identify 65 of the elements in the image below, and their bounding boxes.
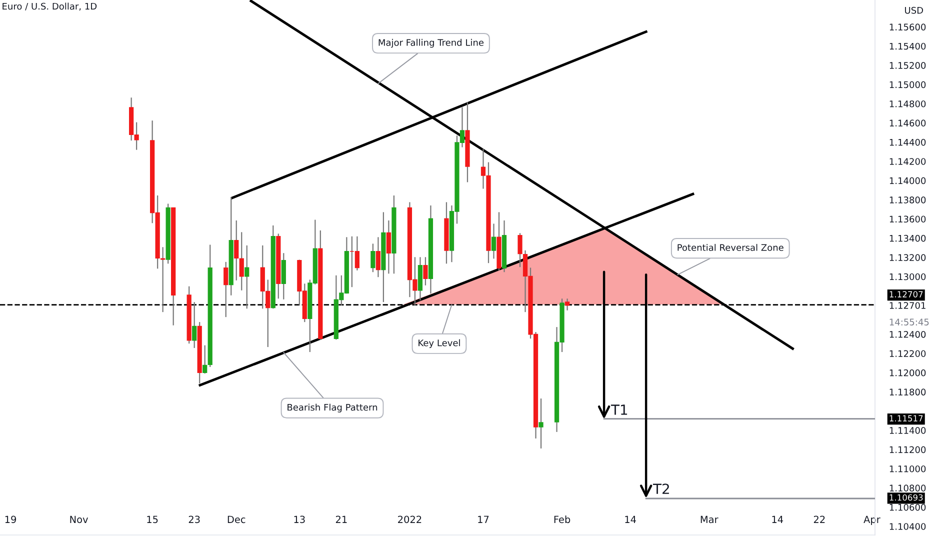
y-tick-label: 1.14000 [890, 177, 926, 184]
candlestick [281, 252, 286, 300]
candlestick [518, 232, 522, 268]
chart-title: Euro / U.S. Dollar, 1D [2, 2, 97, 11]
y-tick-label: 1.11200 [890, 446, 926, 454]
y-tick-label: 1.11000 [890, 465, 926, 472]
y-tick-label: 1.13000 [890, 273, 926, 280]
x-tick-label: 23 [188, 516, 200, 524]
y-tick-label: 1.13600 [890, 216, 926, 223]
annotation: Potential Reversal Zone [678, 244, 784, 251]
candlestick [192, 302, 197, 349]
x-tick-label: 19 [5, 516, 16, 524]
x-tick-label: 2022 [398, 516, 422, 524]
x-tick-label: 13 [294, 516, 305, 524]
x-tick-label: 14 [625, 516, 636, 523]
x-tick-label: 21 [336, 516, 347, 523]
y-tick-label: 1.12701 [890, 302, 926, 309]
y-tick-label: 1.15200 [890, 62, 926, 69]
x-tick-label: Nov [70, 516, 88, 524]
annotation: 1.11517 [890, 415, 923, 422]
x-tick-label: 15 [147, 516, 158, 524]
annotation: Major Falling Trend Line [378, 38, 484, 48]
y-tick-label: 1.14800 [890, 100, 926, 108]
y-tick-label: 1.10600 [890, 504, 926, 511]
annotation: Bearish Flag Pattern [288, 404, 378, 412]
candlestick [376, 236, 380, 278]
x-tick-label: 14 [772, 516, 784, 523]
y-tick-label: 1.15400 [890, 42, 926, 50]
y-tick-label: 1.12200 [890, 350, 926, 358]
y-tick-label: 1.14200 [890, 158, 926, 165]
y-tick-label: 1.12000 [890, 369, 926, 376]
x-tick-label: 22 [814, 516, 825, 523]
candlestick [423, 256, 428, 286]
y-tick-label: 1.14600 [890, 120, 926, 127]
x-tick-label: 17 [478, 516, 489, 523]
annotation: T2 [652, 484, 669, 494]
text: 14:55:45 [890, 318, 929, 326]
annotation: T1 [610, 404, 628, 415]
x-tick-label: Apr [864, 516, 880, 525]
x-tick-label: Dec [228, 516, 246, 524]
ref-line-label: 1.12707 [890, 291, 923, 298]
y-tick-label: 1.13800 [890, 196, 926, 204]
y-tick-label: 1.10400 [890, 523, 926, 530]
y-tick-label: 1.15600 [890, 24, 926, 30]
candlestick [224, 261, 228, 318]
y-tick-label: 1.11400 [890, 427, 926, 434]
x-tick-label: Feb [554, 516, 570, 524]
y-tick-label: 1.13200 [890, 254, 926, 261]
annotation: 1.10693 [890, 494, 923, 501]
y-tick-label: 1.13400 [890, 234, 926, 242]
text: USD [905, 6, 923, 14]
y-tick-label: 1.15000 [890, 81, 926, 88]
candlestick [491, 223, 496, 260]
y-tick-label: 1.14400 [890, 138, 926, 146]
candlestick [202, 344, 208, 374]
candlestick [386, 220, 392, 274]
y-tick-label: 1.11800 [890, 388, 926, 396]
candlestick [370, 243, 376, 273]
annotation: Key Level [418, 339, 460, 348]
x-tick-label: Mar [700, 516, 718, 524]
y-tick-label: 1.10800 [890, 484, 926, 492]
candlestick [244, 244, 250, 310]
y-tick-label: 1.12400 [890, 330, 926, 338]
candlestick [538, 398, 544, 450]
candlestick [564, 298, 570, 311]
